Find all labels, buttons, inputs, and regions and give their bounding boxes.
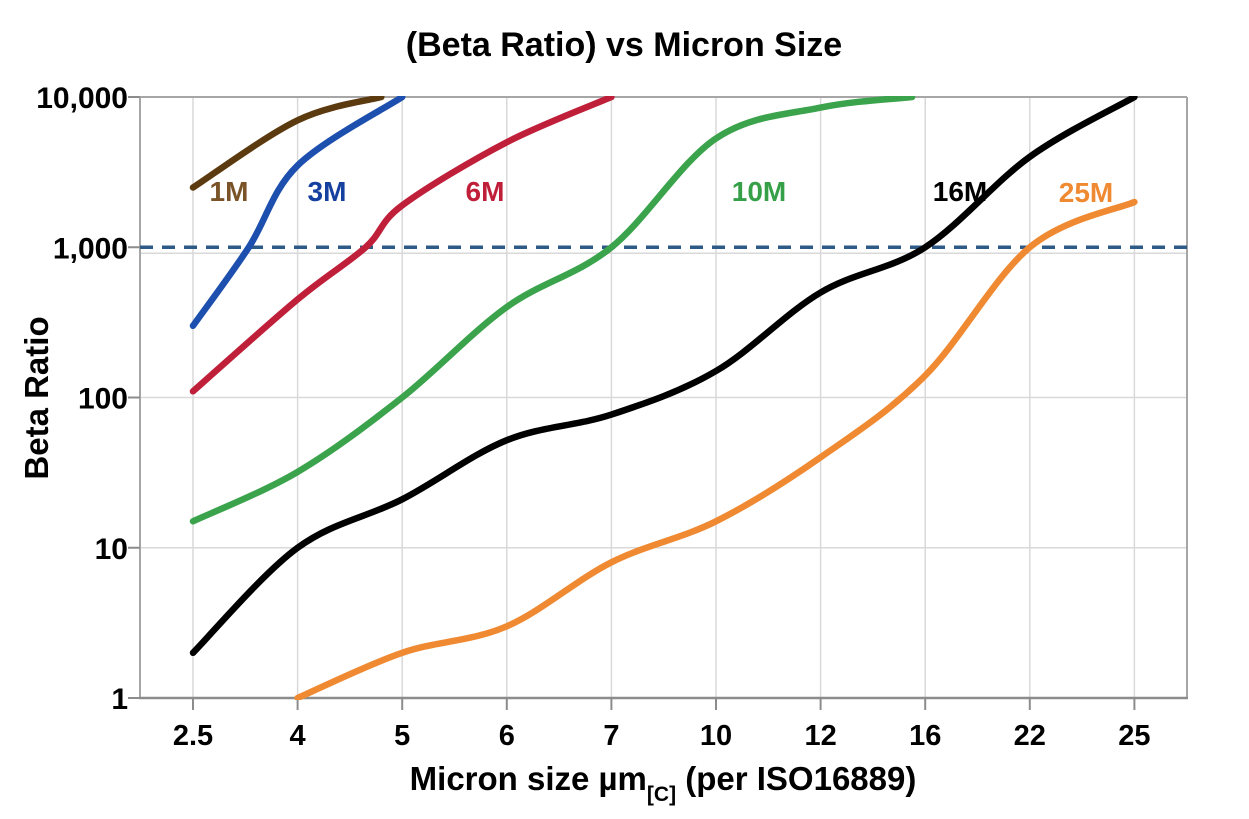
- series-curve-1M: [189, 96, 385, 191]
- x-axis-title: Micron size µm[C] (per ISO16889): [410, 760, 917, 806]
- x-tick-label-10: 10: [700, 720, 732, 752]
- y-tick-label-100: 100: [78, 383, 128, 416]
- series-label-6M: 6M: [466, 176, 505, 207]
- x-tick-label-16: 16: [909, 720, 941, 752]
- series-labels: 1M 3M 6M 10M 16M 25M: [210, 176, 1114, 208]
- x-tick-label-22: 22: [1014, 720, 1046, 752]
- y-tick-label-1: 1: [111, 683, 128, 716]
- series-label-16M: 16M: [933, 176, 987, 207]
- series-curve-3M: [189, 96, 406, 330]
- x-tick-label-7: 7: [603, 720, 619, 752]
- series-label-10M: 10M: [732, 176, 786, 207]
- x-tick-label-2.5: 2.5: [173, 720, 213, 752]
- series-label-25M: 25M: [1059, 177, 1113, 208]
- chart-title: (Beta Ratio) vs Micron Size: [406, 26, 842, 64]
- series-curve-6M: [189, 96, 615, 395]
- x-tick-labels: 2.5 4 5 6 7 10 12 16 22 25: [173, 720, 1151, 752]
- x-tick-label-25: 25: [1118, 720, 1150, 752]
- y-tick-label-10: 10: [95, 533, 128, 566]
- series-curve-25M: [294, 198, 1138, 700]
- y-tick-label-10,000: 10,000: [36, 82, 128, 115]
- gridlines: [140, 97, 1187, 698]
- series-label-3M: 3M: [308, 176, 347, 207]
- series-label-1M: 1M: [210, 176, 249, 207]
- x-tick-label-5: 5: [394, 720, 410, 752]
- series-curve-10M: [189, 96, 916, 525]
- y-tick-label-1,000: 1,000: [53, 232, 128, 265]
- x-axis-title-subscript: [C]: [647, 783, 676, 806]
- series-curves: [189, 96, 1138, 700]
- x-axis-title-suffix: (per ISO16889): [676, 760, 916, 797]
- y-tick-labels: 1 10 100 1,000 10,000: [36, 82, 128, 716]
- x-tick-label-4: 4: [290, 720, 306, 752]
- x-axis-title-main: Micron size µm: [410, 760, 647, 797]
- x-tick-label-6: 6: [499, 720, 515, 752]
- x-tick-label-12: 12: [804, 720, 836, 752]
- series-curve-16M: [189, 96, 1138, 657]
- y-axis-title: Beta Ratio: [18, 316, 55, 479]
